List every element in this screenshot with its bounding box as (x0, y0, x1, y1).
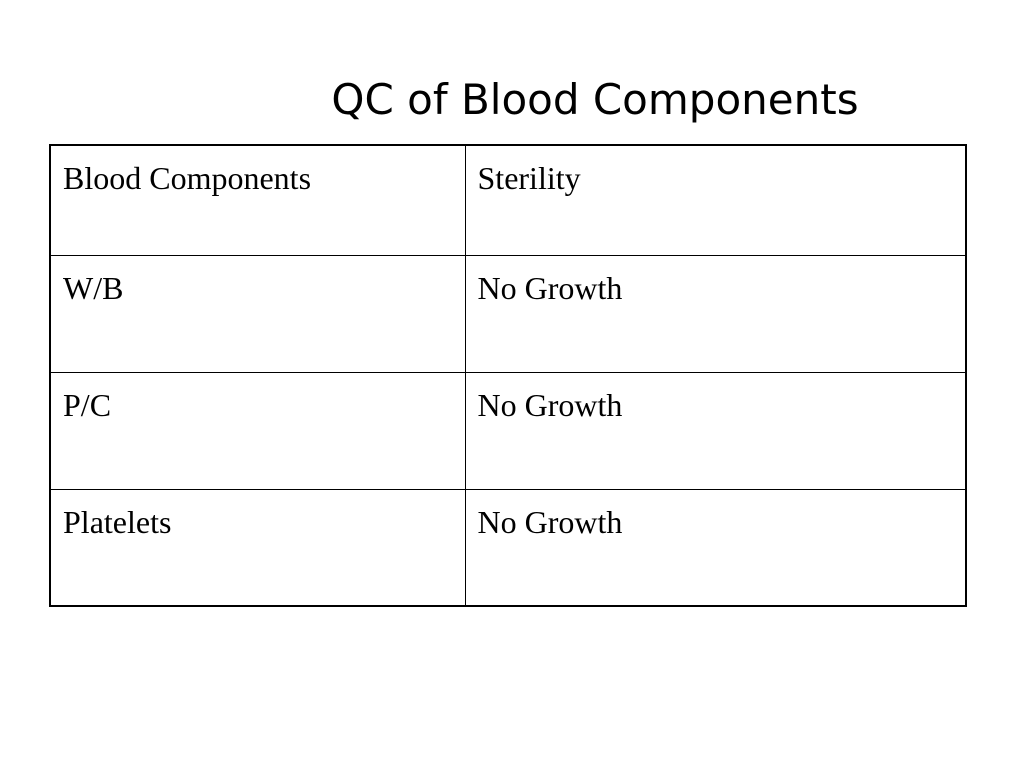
row-component-cell: Platelets (49, 488, 466, 607)
slide-title: QC of Blood Components (331, 75, 859, 124)
table-row: P/C No Growth (49, 371, 967, 490)
row-component-cell: P/C (49, 371, 466, 490)
row-component-cell: W/B (49, 254, 466, 373)
row-sterility-cell: No Growth (464, 488, 967, 607)
row-sterility-cell: No Growth (464, 254, 967, 373)
row-sterility-cell: No Growth (464, 371, 967, 490)
table-row: Platelets No Growth (49, 488, 967, 607)
table-header-row: Blood Components Sterility (49, 144, 967, 256)
header-sterility: Sterility (464, 144, 967, 256)
qc-table: Blood Components Sterility W/B No Growth… (49, 144, 967, 607)
table-row: W/B No Growth (49, 254, 967, 373)
header-blood-components: Blood Components (49, 144, 466, 256)
